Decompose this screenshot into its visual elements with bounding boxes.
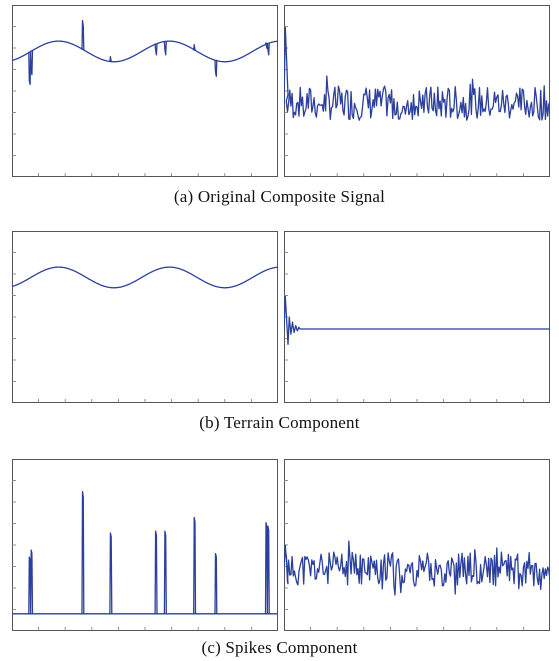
plot-b-right-series-line [284,295,550,345]
plot-b-left-ticks [12,252,252,403]
plot-c-right-series-line [284,540,550,596]
plot-c-right [284,459,550,631]
plot-b-right-ticks [284,252,524,403]
plot-b-left-series-line [12,266,278,289]
caption-a: (a) Original Composite Signal [173,187,386,206]
plot-a-left-series-line [12,19,278,86]
plot-b-right [284,231,550,403]
plot-a-right-ticks [284,26,524,177]
plot-b-right-frame [284,231,550,403]
plot-a-right-frame [284,5,550,177]
plot-c-left-ticks [12,480,252,631]
plot-a-left-ticks [12,26,252,177]
plot-a-left-frame [12,5,278,177]
plot-b-left [12,231,278,403]
plot-b-left-frame [12,231,278,403]
plot-c-left-series-line [12,491,278,615]
plot-a-right [284,5,550,177]
plot-c-left [12,459,278,631]
plot-c-right-ticks [284,480,524,631]
plot-c-left-frame [12,459,278,631]
plot-c-right-frame [284,459,550,631]
caption-c: (c) Spikes Component [201,638,358,657]
caption-b: (b) Terrain Component [199,413,360,432]
plot-a-right-series-line [284,26,550,121]
plot-a-left [12,5,278,177]
